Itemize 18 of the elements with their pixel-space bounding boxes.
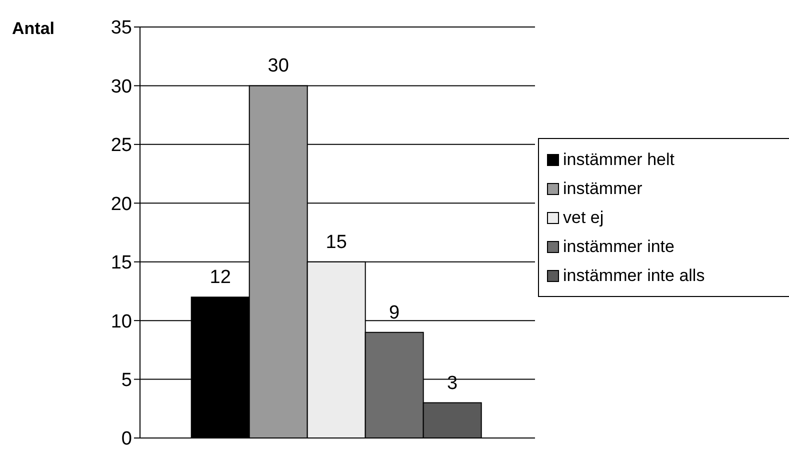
y-tick-label: 10: [110, 311, 132, 332]
data-label: 30: [268, 56, 289, 77]
y-axis-title: Antal: [12, 19, 54, 39]
y-tick-label: 25: [110, 135, 132, 156]
legend-label: instämmer inte alls: [562, 265, 706, 287]
legend-label: vet ej: [562, 207, 605, 229]
data-label: 15: [326, 232, 347, 253]
y-tick-label: 35: [110, 18, 132, 39]
legend-label: instämmer: [562, 178, 644, 200]
data-label: 9: [389, 302, 400, 324]
y-tick-label: 30: [110, 76, 132, 98]
y-tick-label: 0: [121, 428, 132, 450]
y-tick-label: 20: [110, 194, 132, 215]
legend-label: instämmer helt: [562, 149, 676, 171]
y-tick-label: 5: [121, 370, 132, 392]
y-tick-label: 15: [110, 252, 132, 274]
data-label: 12: [210, 267, 231, 288]
legend-label: instämmer inte: [562, 236, 676, 258]
